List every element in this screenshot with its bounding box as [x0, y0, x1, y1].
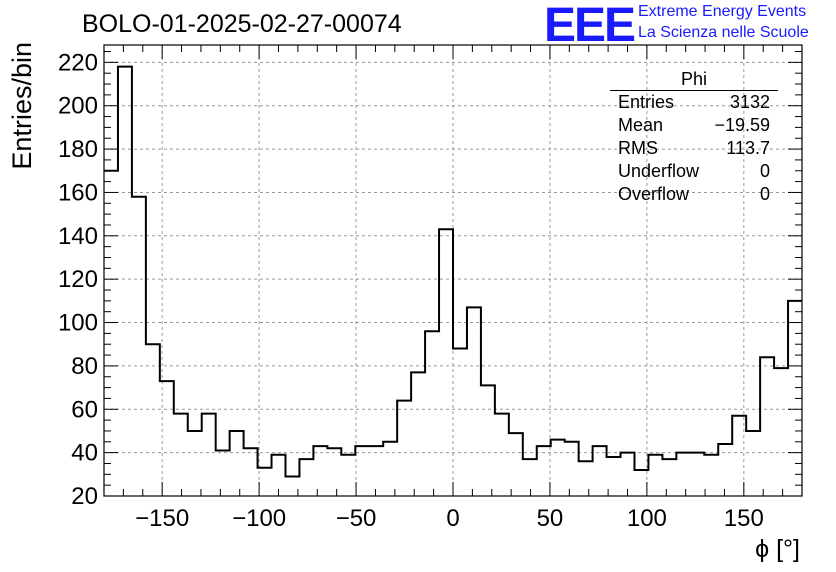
stats-label: Underflow	[618, 161, 700, 181]
x-axis-title: ϕ [°]	[755, 535, 800, 563]
stats-value: 0	[759, 161, 770, 181]
x-tick-label: −150	[135, 505, 189, 532]
stats-value: 3132	[729, 92, 770, 112]
stats-value: −19.59	[714, 115, 770, 135]
y-tick-label: 140	[58, 223, 98, 250]
histogram-step-line	[104, 65, 802, 478]
stats-row-entries: Entries 3132	[612, 91, 778, 114]
stats-box: Phi Entries 3132 Mean −19.59 RMS 113.7 U…	[610, 68, 778, 206]
stats-value: 113.7	[726, 138, 770, 158]
stats-label: Entries	[618, 92, 675, 112]
stats-row-rms: RMS 113.7	[612, 137, 778, 160]
x-tick-label: 0	[446, 505, 459, 532]
x-tick-label: 150	[724, 505, 764, 532]
stats-row-overflow: Overflow 0	[612, 183, 778, 206]
y-tick-label: 220	[58, 49, 98, 76]
stats-label: Mean	[618, 115, 664, 135]
chart-title: BOLO-01-2025-02-27-00074	[82, 10, 402, 38]
x-tick-labels: −150 −100 −50 0 50 100 150	[135, 505, 764, 532]
y-tick-label: 100	[58, 310, 98, 337]
y-tick-label: 180	[58, 136, 98, 163]
stats-value: 0	[759, 184, 770, 204]
eee-logo: EEE	[544, 0, 636, 52]
y-tick-label: 120	[58, 266, 98, 293]
x-tick-label: −50	[336, 505, 377, 532]
plot-frame	[103, 44, 803, 497]
y-tick-label: 40	[71, 440, 98, 467]
stats-row-underflow: Underflow 0	[612, 160, 778, 183]
y-tick-label: 160	[58, 179, 98, 206]
stats-title: Phi	[610, 68, 778, 91]
y-tick-label: 20	[71, 483, 98, 510]
stats-label: Overflow	[618, 184, 690, 204]
stats-row-mean: Mean −19.59	[612, 114, 778, 137]
x-tick-label: 50	[537, 505, 564, 532]
y-axis-title: Entries/bin	[7, 42, 37, 170]
stats-label: RMS	[618, 138, 658, 158]
x-tick-label: 100	[627, 505, 667, 532]
y-tick-label: 200	[58, 93, 98, 120]
y-tick-label: 80	[71, 353, 98, 380]
y-tick-label: 60	[71, 396, 98, 423]
x-tick-label: −100	[232, 505, 286, 532]
axis-ticks	[104, 45, 802, 497]
eee-tagline: La Scienza nelle Scuole	[638, 24, 809, 41]
y-tick-labels: 20 40 60 80 100 120 140 160 180 200 220	[58, 49, 98, 510]
eee-name: Extreme Energy Events	[638, 3, 807, 20]
